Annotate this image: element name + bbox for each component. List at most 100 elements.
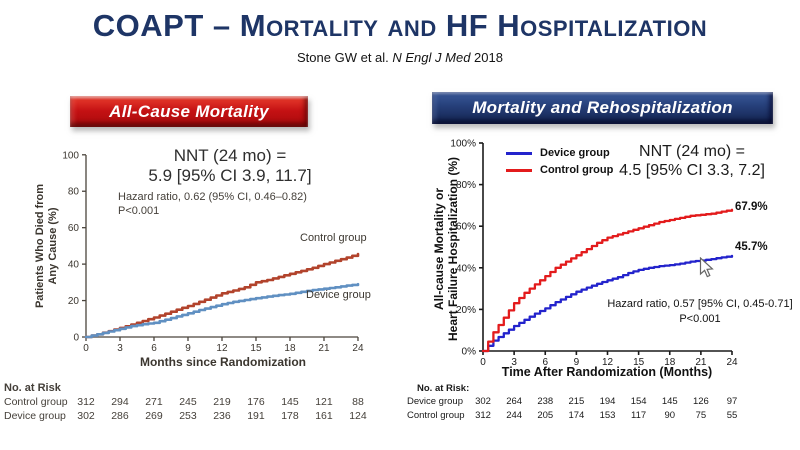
- risk-row-label: Device group: [4, 410, 66, 422]
- y-tick-label: 80: [68, 187, 80, 198]
- risk-value: 88: [352, 396, 364, 408]
- risk-value: 124: [349, 410, 367, 422]
- risk-value: 238: [537, 396, 553, 407]
- risk-value: 145: [281, 396, 299, 408]
- x-tick-label: 21: [318, 343, 330, 354]
- risk-value: 269: [145, 410, 163, 422]
- risk-value: 245: [179, 396, 197, 408]
- risk-value: 176: [247, 396, 265, 408]
- x-tick-label: 12: [216, 343, 228, 354]
- x-tick-label: 18: [664, 357, 676, 368]
- x-tick-label: 9: [185, 343, 191, 354]
- hazard-left-line1: Hazard ratio, 0.62 (95% CI, 0.46–0.82): [118, 191, 307, 203]
- x-tick-label: 3: [117, 343, 123, 354]
- risk-value: 121: [315, 396, 333, 408]
- mortality-rehospitalization-chart: 0% 20% 40% 60% 80% 100% 0 3 6 9 12 15 18 21 24 No. at R…: [407, 139, 738, 422]
- risk-value: 117: [631, 410, 646, 421]
- risk-row-label: Control group: [4, 396, 68, 408]
- hazard-annotation-left: Hazard ratio, 0.62 (95% CI, 0.46–0.82) P…: [118, 190, 307, 218]
- y-tick-label: 0: [73, 333, 79, 344]
- hazard-annotation-right: Hazard ratio, 0.57 [95% CI, 0.45-0.71] P…: [590, 297, 800, 327]
- risk-value: 312: [475, 410, 491, 421]
- x-axis-label-left: Months since Randomization: [139, 355, 306, 369]
- risk-value: 264: [506, 396, 522, 407]
- x-tick-label: 6: [542, 357, 548, 368]
- hazard-left-line2: P<0.001: [118, 205, 160, 217]
- y-tick-label: 100: [62, 150, 79, 161]
- nnt-right-line1: NNT (24 mo) =: [639, 143, 745, 160]
- series-line-control-group: [84, 252, 360, 339]
- hazard-right-line2: P<0.001: [679, 313, 721, 325]
- legend-item-device: Device group: [506, 147, 613, 159]
- x-tick-label: 3: [511, 357, 517, 368]
- control-group-curve-label: Control group: [300, 232, 367, 244]
- series-line-device-group: [84, 282, 360, 339]
- citation: Stone GW et al. N Engl J Med 2018: [0, 50, 800, 65]
- hazard-right-line1: Hazard ratio, 0.57 [95% CI, 0.45-0.71]: [607, 298, 793, 310]
- risk-value: 126: [693, 396, 709, 407]
- legend-label-control: Control group: [540, 164, 614, 176]
- risk-value: 178: [281, 410, 299, 422]
- x-tick-label: 0: [83, 343, 89, 354]
- legend-label-device: Device group: [540, 147, 610, 159]
- device-group-curve-label: Device group: [306, 289, 371, 301]
- legend-item-control: Control group: [506, 164, 613, 176]
- risk-value: 286: [111, 410, 129, 422]
- x-tick-label: 12: [602, 357, 614, 368]
- control-endpoint-value: 67.9%: [735, 201, 768, 213]
- nnt-left-line1: NNT (24 mo) =: [173, 146, 287, 165]
- x-tick-label: 24: [352, 343, 364, 354]
- x-tick-label: 6: [151, 343, 157, 354]
- x-tick-label: 15: [250, 343, 262, 354]
- device-group-line-swatch: [506, 151, 532, 155]
- y-tick-label: 60%: [456, 222, 476, 233]
- risk-value: 153: [600, 410, 616, 421]
- y-tick-label: 40%: [456, 263, 476, 274]
- risk-value: 302: [475, 396, 491, 407]
- risk-value: 244: [506, 410, 522, 421]
- legend: Device group Control group: [506, 147, 613, 181]
- y-axis-label-right-line1: All-cause Mortality or: [432, 187, 446, 311]
- y-tick-label: 60: [68, 223, 80, 234]
- risk-row-label: Device group: [407, 396, 463, 407]
- risk-value: 145: [662, 396, 678, 407]
- x-tick-label: 15: [633, 357, 645, 368]
- y-tick-label: 80%: [456, 180, 476, 191]
- risk-value: 154: [631, 396, 647, 407]
- y-tick-label: 100%: [450, 139, 476, 150]
- x-tick-label: 24: [726, 357, 738, 368]
- nnt-annotation-right: NNT (24 mo) = 4.5 [95% CI 3.3, 7.2]: [588, 142, 796, 180]
- risk-value: 161: [315, 410, 333, 422]
- y-axis-label-right-line2: Heart Failure Hospitalization (%): [446, 156, 460, 342]
- risk-value: 302: [77, 410, 95, 422]
- series-line-control-group: [481, 208, 734, 353]
- risk-value: 236: [213, 410, 231, 422]
- risk-value: 90: [664, 410, 675, 421]
- risk-table-header: No. at Risk: [4, 382, 62, 394]
- device-endpoint-value: 45.7%: [735, 241, 768, 253]
- risk-value: 253: [179, 410, 197, 422]
- risk-value: 215: [568, 396, 584, 407]
- citation-journal: N Engl J Med: [392, 50, 471, 65]
- mouse-cursor-icon: [699, 257, 714, 278]
- all-cause-mortality-chart: 0 20 40 60 80 100 0 3 6 9 12 15 18 21 24 No. at Risk Con…: [4, 150, 367, 422]
- risk-value: 219: [213, 396, 231, 408]
- x-tick-label: 9: [574, 357, 580, 368]
- risk-value: 174: [568, 410, 584, 421]
- x-axis-label-right: Time After Randomization (Months): [501, 365, 713, 379]
- nnt-right-line2: 4.5 [95% CI 3.3, 7.2]: [619, 162, 765, 179]
- y-axis-label-left: Patients Who Died from Any Cause (%): [34, 184, 60, 308]
- y-axis-label-left-line1: Patients Who Died from: [34, 183, 46, 309]
- control-group-line-swatch: [506, 168, 532, 172]
- risk-value: 294: [111, 396, 129, 408]
- risk-row-label: Control group: [407, 410, 465, 421]
- y-axis-label-right: All-cause Mortality or Heart Failure Hos…: [432, 157, 460, 341]
- risk-value: 194: [600, 396, 616, 407]
- risk-value: 55: [727, 410, 738, 421]
- risk-value: 205: [537, 410, 553, 421]
- x-tick-label: 18: [284, 343, 296, 354]
- banner-all-cause-mortality: All-Cause Mortality: [70, 96, 308, 127]
- y-tick-label: 40: [68, 260, 80, 271]
- risk-table-header: No. at Risk:: [417, 383, 469, 394]
